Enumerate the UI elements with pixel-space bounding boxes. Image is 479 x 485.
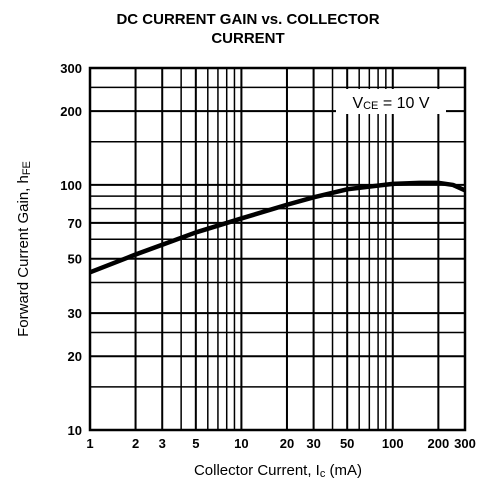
x-tick-label: 10 [234, 436, 248, 451]
y-tick-label: 50 [68, 252, 82, 267]
annotation-text: CE [363, 100, 378, 112]
x-tick-label: 20 [280, 436, 294, 451]
x-tick-label: 5 [192, 436, 199, 451]
chart-title: DC CURRENT GAIN vs. COLLECTOR [116, 11, 379, 28]
annotation-text: = 10 V [378, 95, 429, 112]
chart-title: CURRENT [211, 30, 284, 47]
plot-frame [88, 66, 467, 432]
y-axis-label-text: Forward Current Gain, h [15, 175, 32, 337]
data-line [89, 180, 466, 275]
y-tick-label: 70 [68, 216, 82, 231]
x-tick-label: 2 [132, 436, 139, 451]
x-tick-label: 1 [86, 436, 93, 451]
y-axis-label-sub: FE [21, 161, 33, 175]
y-tick-label: 200 [60, 104, 82, 119]
y-tick-label: 30 [68, 306, 82, 321]
x-tick-label: 3 [159, 436, 166, 451]
y-tick-label: 100 [60, 178, 82, 193]
x-tick-label: 100 [382, 436, 404, 451]
x-axis-label-sub: c [320, 468, 326, 480]
y-tick-label: 10 [68, 423, 82, 438]
x-axis-label: Collector Current, Ic (mA) [194, 462, 362, 480]
x-axis-label-text: (mA) [325, 462, 362, 479]
y-tick-label: 20 [68, 349, 82, 364]
annotation-box [336, 89, 446, 114]
annotation: VCE = 10 V [352, 95, 429, 112]
x-tick-label: 50 [340, 436, 354, 451]
x-tick-label: 200 [427, 436, 449, 451]
annotation-text: V [352, 95, 363, 112]
x-axis-label-text: Collector Current, I [194, 462, 320, 479]
y-tick-label: 300 [60, 61, 82, 76]
x-tick-label: 300 [454, 436, 476, 451]
y-axis-label: Forward Current Gain, hFE [15, 161, 33, 337]
x-tick-label: 30 [306, 436, 320, 451]
